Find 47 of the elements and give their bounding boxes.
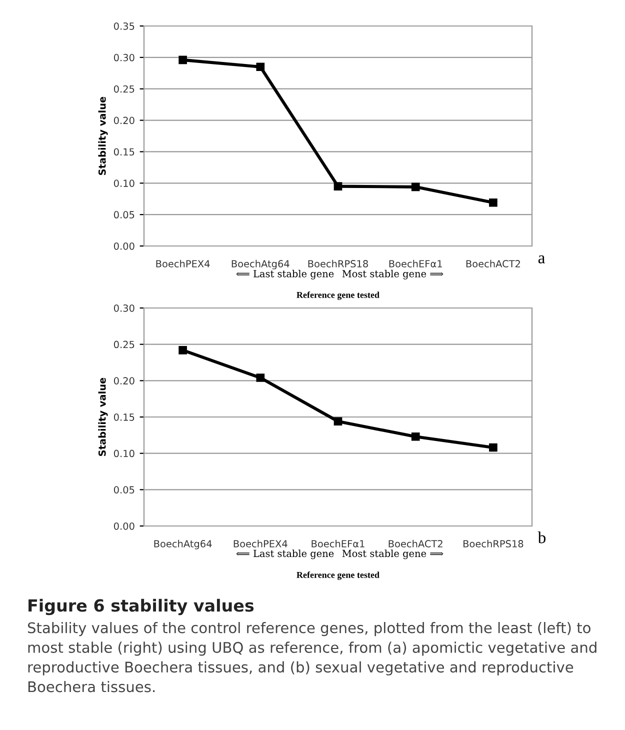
x-tick-label: BoechACT2	[466, 260, 520, 268]
text: ⟸ Last stable gene	[236, 550, 334, 560]
x-tick-label: BoechAtg64	[154, 540, 212, 550]
x-tick-label: BoechPEX4	[234, 540, 288, 548]
x-tick-label: BoechRPS18	[308, 260, 368, 268]
y-tick-label: 0.20	[114, 116, 134, 124]
text: ⟸ Last stable gene	[236, 270, 334, 280]
y-tick-label: 0.15	[114, 148, 134, 156]
y-tick-label: 0.00	[114, 522, 134, 530]
y-tick-label: 0.25	[114, 340, 134, 348]
x-tick-label: BoechEFα1	[389, 260, 442, 268]
point	[334, 417, 342, 426]
text: b	[538, 532, 546, 544]
point	[411, 182, 420, 192]
y-tick-label: 0.30	[114, 304, 134, 312]
y-tick-label: 0.15	[114, 413, 134, 421]
y-tick-label: 0.30	[114, 54, 134, 62]
point	[256, 62, 265, 72]
y-axis-title: Stability value	[98, 96, 108, 175]
point	[489, 443, 498, 452]
text: Stability values of the control reference genes, plotted from the least (left) to most stable (right) using UBQ as reference, from (a) apomictic vegetative and reproductive Boechera tissues, and (b) sexual vegetative and reproductive Boechera tissues.	[28, 622, 596, 692]
y-tick-label: 0.05	[114, 211, 134, 218]
point	[256, 374, 265, 382]
x-tick-label: BoechRPS18	[464, 540, 524, 548]
text: Most stable gene ⟹	[342, 550, 444, 560]
x-tick-label: BoechACT2	[388, 540, 442, 548]
text: Most stable gene ⟹	[342, 270, 444, 280]
y-axis-title: Stability value	[98, 378, 108, 456]
x-axis-title: Reference gene tested	[296, 292, 380, 300]
x-tick-label: BoechPEX4	[156, 260, 210, 268]
y-tick-label: 0.25	[114, 85, 134, 93]
y-tick-label: 0.00	[114, 242, 134, 250]
text: a	[538, 255, 545, 264]
point	[178, 346, 187, 354]
point	[178, 56, 187, 64]
caption: Figure 6 stability values	[28, 598, 254, 616]
y-tick-label: 0.05	[114, 486, 134, 494]
x-axis-title: Reference gene tested	[296, 572, 380, 580]
y-tick-label: 0.10	[114, 180, 134, 187]
x-tick-label: BoechAtg64	[232, 260, 290, 270]
y-tick-label: 0.35	[114, 22, 134, 30]
point	[334, 182, 342, 190]
point	[411, 432, 420, 441]
y-tick-label: 0.10	[114, 450, 134, 458]
y-tick-label: 0.20	[114, 377, 134, 384]
x-tick-label: BoechEFα1	[312, 540, 364, 548]
point	[489, 198, 498, 207]
